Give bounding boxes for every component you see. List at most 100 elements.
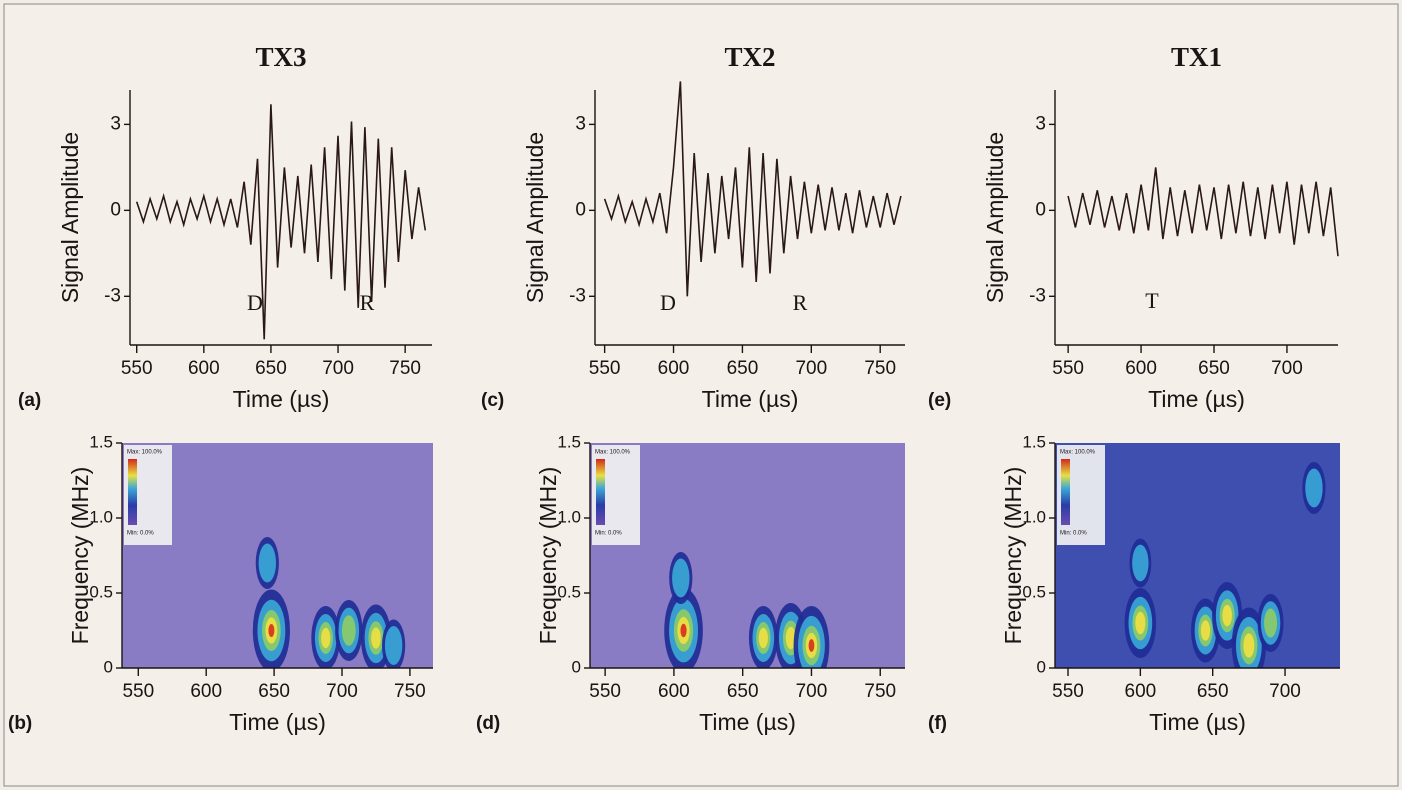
spot bbox=[1305, 468, 1323, 508]
x-tick-label: 600 bbox=[658, 681, 690, 702]
y-tick-label: 1.5 bbox=[89, 432, 113, 451]
y-axis-label: Signal Amplitude bbox=[57, 132, 83, 303]
x-tick-label: 650 bbox=[727, 358, 759, 379]
y-axis-label: Frequency (MHz) bbox=[535, 467, 561, 645]
y-tick-label: 0.5 bbox=[1022, 582, 1046, 601]
annotation: R bbox=[360, 290, 375, 315]
y-tick-label: 1.5 bbox=[557, 432, 581, 451]
x-tick-label: 700 bbox=[322, 358, 354, 379]
spot bbox=[384, 626, 403, 665]
y-tick-label: 0 bbox=[110, 199, 121, 220]
spot bbox=[1132, 544, 1149, 582]
colorbar bbox=[128, 459, 137, 525]
x-tick-label: 650 bbox=[1197, 681, 1229, 702]
x-axis-label: Time (µs) bbox=[1148, 386, 1245, 412]
spots bbox=[252, 537, 406, 668]
colorbar-label: Min: 0.0% bbox=[127, 531, 154, 537]
panel-label: (a) bbox=[18, 390, 41, 411]
x-tick-label: 600 bbox=[188, 358, 220, 379]
y-tick-label: 0 bbox=[1037, 657, 1046, 676]
x-tick-label: 650 bbox=[255, 358, 287, 379]
x-tick-label: 700 bbox=[1269, 681, 1301, 702]
spot bbox=[1200, 620, 1211, 641]
x-tick-label: 550 bbox=[589, 681, 621, 702]
spot bbox=[758, 627, 768, 649]
spot bbox=[321, 627, 331, 649]
x-tick-label: 650 bbox=[727, 681, 759, 702]
x-tick-label: 750 bbox=[864, 681, 896, 702]
x-tick-label: 700 bbox=[795, 358, 827, 379]
x-tick-label: 600 bbox=[1125, 358, 1157, 379]
x-tick-label: 550 bbox=[122, 681, 154, 702]
spot bbox=[1243, 633, 1255, 658]
y-tick-label: -3 bbox=[1029, 285, 1046, 306]
y-axis-label: Frequency (MHz) bbox=[67, 467, 93, 645]
x-tick-label: 700 bbox=[1271, 358, 1303, 379]
panel-label: (d) bbox=[476, 713, 500, 734]
signal-line bbox=[135, 104, 427, 340]
signal-line bbox=[1067, 167, 1339, 257]
x-axis-label: Time (µs) bbox=[233, 386, 330, 412]
colorbar-label: Min: 0.0% bbox=[1060, 531, 1087, 537]
spot bbox=[1135, 611, 1146, 635]
colorbar-label: Max: 100.0% bbox=[595, 450, 631, 456]
signal-line bbox=[603, 81, 902, 297]
y-tick-label: 3 bbox=[110, 113, 121, 134]
x-tick-label: 750 bbox=[389, 358, 421, 379]
y-tick-label: 0 bbox=[572, 657, 581, 676]
spot bbox=[1222, 604, 1232, 627]
x-axis-label: Time (µs) bbox=[1149, 709, 1246, 735]
annotation: R bbox=[793, 290, 808, 315]
spot bbox=[341, 615, 356, 646]
y-tick-label: -3 bbox=[569, 285, 586, 306]
spot bbox=[808, 639, 815, 652]
colorbar-label: Min: 0.0% bbox=[595, 531, 622, 537]
y-tick-label: 0 bbox=[104, 657, 113, 676]
annotation: D bbox=[247, 290, 263, 315]
spot bbox=[672, 558, 690, 598]
spot bbox=[371, 627, 381, 649]
y-tick-label: 0 bbox=[1035, 199, 1046, 220]
y-axis-label: Frequency (MHz) bbox=[1000, 467, 1026, 645]
panel-label: (b) bbox=[8, 713, 32, 734]
chart-title: TX1 bbox=[1171, 42, 1222, 72]
y-tick-label: 0.5 bbox=[557, 582, 581, 601]
x-tick-label: 600 bbox=[1125, 681, 1157, 702]
y-axis-label: Signal Amplitude bbox=[982, 132, 1008, 303]
panel-label: (e) bbox=[928, 390, 951, 411]
colorbar bbox=[1061, 459, 1070, 525]
panel-label: (c) bbox=[481, 390, 504, 411]
x-tick-label: 550 bbox=[1052, 358, 1084, 379]
annotation: D bbox=[660, 290, 676, 315]
x-tick-label: 700 bbox=[326, 681, 358, 702]
spot bbox=[268, 623, 275, 638]
panel-label: (f) bbox=[928, 713, 947, 734]
x-axis-label: Time (µs) bbox=[229, 709, 326, 735]
y-axis-label: Signal Amplitude bbox=[522, 132, 548, 303]
x-tick-label: 550 bbox=[589, 358, 621, 379]
spot bbox=[785, 626, 796, 650]
spots bbox=[664, 552, 830, 668]
spot bbox=[680, 623, 687, 638]
y-tick-label: 3 bbox=[1035, 113, 1046, 134]
y-tick-label: -3 bbox=[104, 285, 121, 306]
plot-background bbox=[590, 443, 905, 668]
x-axis-label: Time (µs) bbox=[699, 709, 796, 735]
spots bbox=[1124, 462, 1326, 668]
chart-title: TX2 bbox=[724, 42, 775, 72]
colorbar-label: Max: 100.0% bbox=[127, 450, 163, 456]
colorbar bbox=[596, 459, 605, 525]
colorbar-label: Max: 100.0% bbox=[1060, 450, 1096, 456]
x-tick-label: 650 bbox=[1198, 358, 1230, 379]
x-tick-label: 700 bbox=[796, 681, 828, 702]
x-tick-label: 600 bbox=[190, 681, 222, 702]
y-tick-label: 1.5 bbox=[1022, 432, 1046, 451]
y-tick-label: 1.0 bbox=[557, 507, 581, 526]
annotation: T bbox=[1145, 288, 1159, 313]
y-tick-label: 1.0 bbox=[1022, 507, 1046, 526]
spot bbox=[258, 543, 277, 583]
x-tick-label: 550 bbox=[1052, 681, 1084, 702]
x-tick-label: 550 bbox=[121, 358, 153, 379]
y-tick-label: 1.0 bbox=[89, 507, 113, 526]
